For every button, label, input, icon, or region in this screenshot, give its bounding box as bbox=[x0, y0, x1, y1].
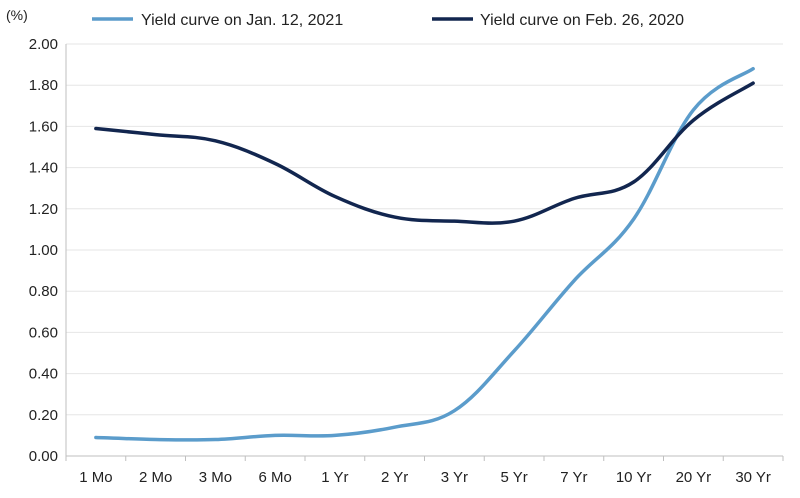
x-tick-label: 1 Mo bbox=[79, 469, 112, 486]
x-tick-label: 10 Yr bbox=[616, 469, 652, 486]
legend-label-feb-2020: Yield curve on Feb. 26, 2020 bbox=[480, 12, 684, 29]
y-axis-ticks: 0.00 0.20 0.40 0.60 0.80 1.00 1.20 1.40 1.60 1.80… bbox=[29, 36, 58, 465]
y-tick-label: 0.20 bbox=[29, 407, 58, 424]
x-tick-label: 1 Yr bbox=[321, 469, 348, 486]
x-tick-label: 20 Yr bbox=[676, 469, 712, 486]
x-tick-label: 5 Yr bbox=[501, 469, 528, 486]
y-tick-label: 0.80 bbox=[29, 283, 58, 300]
y-tick-label: 0.60 bbox=[29, 324, 58, 341]
x-tick-label: 3 Yr bbox=[441, 469, 468, 486]
y-tick-label: 0.40 bbox=[29, 366, 58, 383]
x-axis-ticks: 1 Mo 2 Mo 3 Mo 6 Mo 1 Yr 2 Yr 3 Yr 5 Yr 7 Yr 10 Y… bbox=[65, 456, 784, 486]
legend: Yield curve on Jan. 12, 2021 Yield curve… bbox=[92, 12, 684, 29]
series-line-1 bbox=[94, 81, 755, 225]
legend-label-jan-2021: Yield curve on Jan. 12, 2021 bbox=[141, 12, 343, 29]
series-lines bbox=[94, 66, 755, 442]
x-tick-label: 6 Mo bbox=[258, 469, 291, 486]
series-line-0 bbox=[94, 66, 755, 442]
y-tick-label: 1.20 bbox=[29, 201, 58, 218]
x-tick-label: 2 Mo bbox=[139, 469, 172, 486]
x-tick-label: 30 Yr bbox=[735, 469, 771, 486]
x-tick-label: 7 Yr bbox=[560, 469, 587, 486]
y-tick-label: 1.40 bbox=[29, 160, 58, 177]
x-tick-label: 3 Mo bbox=[199, 469, 232, 486]
y-tick-label: 2.00 bbox=[29, 36, 58, 53]
x-tick-label: 2 Yr bbox=[381, 469, 408, 486]
y-tick-label: 1.80 bbox=[29, 77, 58, 94]
y-tick-label: 1.60 bbox=[29, 118, 58, 135]
y-tick-label: 1.00 bbox=[29, 242, 58, 259]
y-tick-label: 0.00 bbox=[29, 448, 58, 465]
grid-lines bbox=[66, 43, 783, 416]
y-axis-unit-label: (%) bbox=[6, 7, 28, 23]
